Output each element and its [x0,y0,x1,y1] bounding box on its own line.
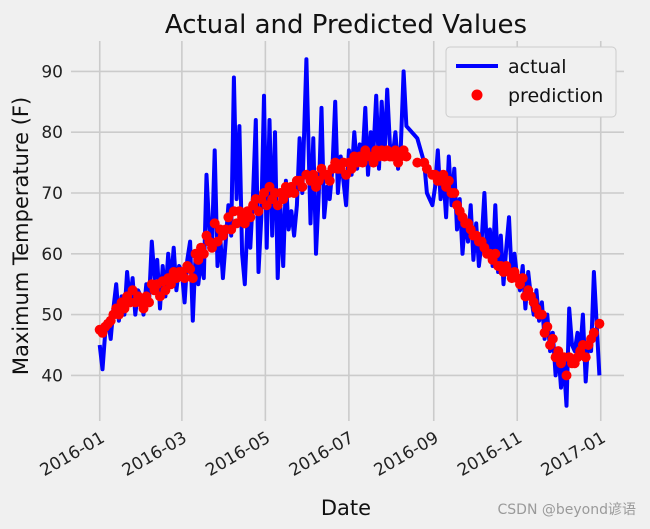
data-point-prediction [289,188,300,198]
legend-marker-prediction [471,89,483,101]
legend: actual prediction [445,46,617,118]
data-point-prediction [561,370,572,381]
y-tick-labels: 40 50 60 70 80 90 [41,62,63,386]
data-point-prediction [185,264,196,274]
data-point-prediction [542,321,553,332]
data-point-prediction [443,175,454,186]
y-tick-label: 90 [41,62,63,82]
chart-title: Actual and Predicted Values [165,10,527,40]
y-tick-label: 70 [41,184,63,204]
data-point-prediction [547,333,558,344]
data-point-prediction [187,273,198,284]
data-point-prediction [253,206,264,217]
data-point-prediction [412,157,423,168]
data-point-prediction [449,188,460,198]
data-point-prediction [245,212,256,223]
watermark: CSDN @beyond谚语 [497,502,636,518]
data-point-prediction [536,309,547,320]
y-axis-title: Maximum Temperature (F) [9,97,33,375]
data-point-prediction [401,151,412,162]
data-point-prediction [198,248,209,259]
data-point-prediction [144,297,154,308]
y-tick-label: 60 [41,245,63,265]
data-point-prediction [588,327,599,338]
y-tick-label: 40 [41,366,63,386]
y-tick-label: 50 [41,306,63,326]
x-axis-title: Date [321,496,371,520]
data-point-prediction [517,273,528,284]
data-point-prediction [490,248,501,259]
y-tick-label: 80 [41,123,63,143]
data-point-prediction [179,273,190,284]
data-point-prediction [297,181,308,192]
data-point-prediction [594,318,605,329]
legend-label-prediction: prediction [508,85,603,107]
data-point-prediction [324,175,335,186]
legend-label-actual: actual [508,56,567,78]
series-group [94,57,605,408]
data-point-prediction [580,352,591,363]
